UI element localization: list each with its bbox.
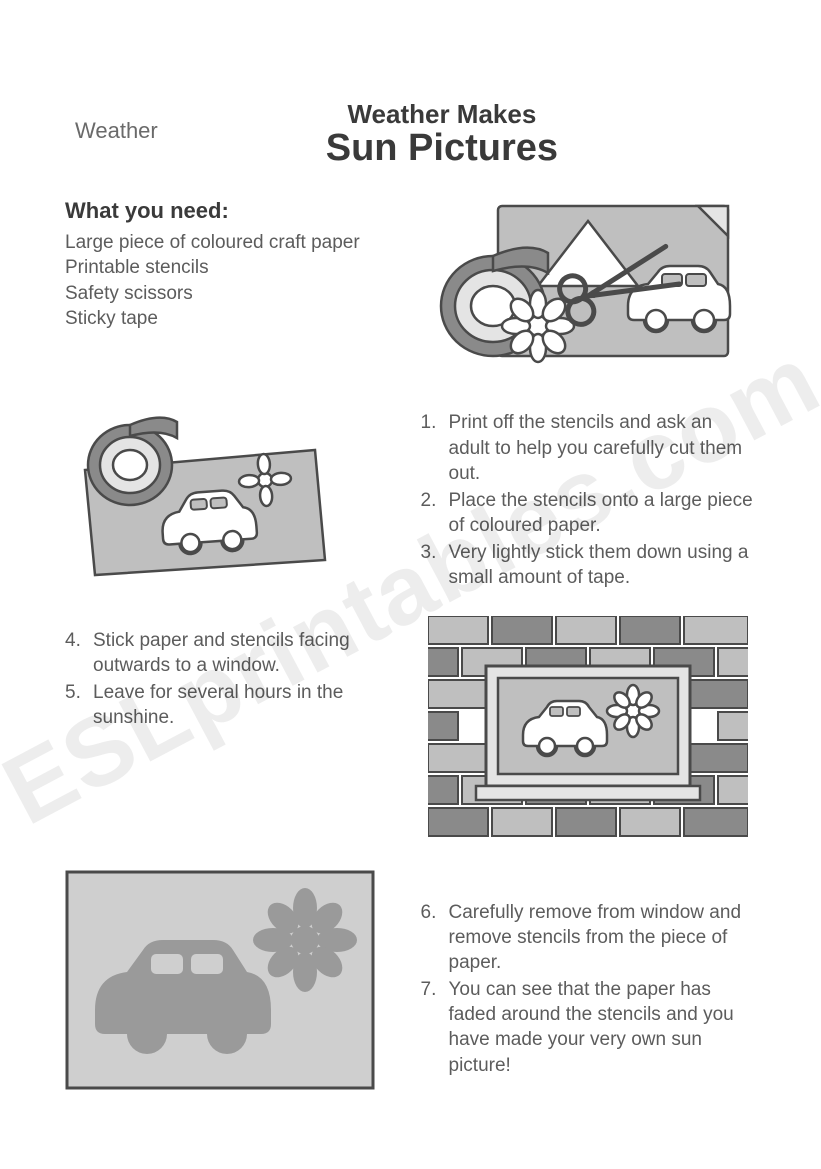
step-item: 1.Print off the stencils and ask an adul… — [421, 410, 757, 485]
row-needs: What you need: Large piece of coloured c… — [65, 196, 756, 386]
step-text: Carefully remove from window and remove … — [449, 900, 757, 975]
header: Weather Weather Makes Sun Pictures — [65, 100, 756, 168]
illustration-supplies — [421, 196, 757, 386]
needs-heading: What you need: — [65, 196, 401, 225]
title-block: Weather Makes Sun Pictures — [128, 100, 756, 168]
step-number: 2. — [421, 488, 443, 538]
illustration-window — [421, 616, 757, 846]
title-line1: Weather Makes — [128, 100, 756, 129]
step-number: 1. — [421, 410, 443, 485]
step-item: 3.Very lightly stick them down using a s… — [421, 540, 757, 590]
steps-1-3: 1.Print off the stencils and ask an adul… — [421, 410, 757, 592]
result-icon — [65, 870, 375, 1090]
step-number: 5. — [65, 680, 87, 730]
supplies-icon — [428, 196, 748, 386]
title-line2: Sun Pictures — [128, 129, 756, 169]
need-item: Safety scissors — [65, 281, 401, 307]
step-text: Leave for several hours in the sunshine. — [93, 680, 401, 730]
row-steps-4-5: 4.Stick paper and stencils facing outwar… — [65, 616, 756, 846]
step-number: 7. — [421, 977, 443, 1077]
step-number: 3. — [421, 540, 443, 590]
need-item: Sticky tape — [65, 306, 401, 332]
row-steps-6-7: 6.Carefully remove from window and remov… — [65, 870, 756, 1090]
steps-4-5: 4.Stick paper and stencils facing outwar… — [65, 616, 401, 732]
steps-6-7: 6.Carefully remove from window and remov… — [421, 870, 757, 1080]
step-item: 4.Stick paper and stencils facing outwar… — [65, 628, 401, 678]
needs-block: What you need: Large piece of coloured c… — [65, 196, 401, 332]
step-text: Stick paper and stencils facing outwards… — [93, 628, 401, 678]
step-text: Very lightly stick them down using a sma… — [449, 540, 757, 590]
step-item: 7.You can see that the paper has faded a… — [421, 977, 757, 1077]
illustration-result — [65, 870, 401, 1090]
step-item: 2.Place the stencils onto a large piece … — [421, 488, 757, 538]
step-item: 5.Leave for several hours in the sunshin… — [65, 680, 401, 730]
step-item: 6.Carefully remove from window and remov… — [421, 900, 757, 975]
step-text: You can see that the paper has faded aro… — [449, 977, 757, 1077]
illustration-layout — [65, 410, 401, 580]
need-item: Printable stencils — [65, 255, 401, 281]
window-icon — [428, 616, 748, 846]
step-number: 4. — [65, 628, 87, 678]
step-text: Print off the stencils and ask an adult … — [449, 410, 757, 485]
step-number: 6. — [421, 900, 443, 975]
need-item: Large piece of coloured craft paper — [65, 230, 401, 256]
layout-icon — [65, 410, 345, 580]
step-text: Place the stencils onto a large piece of… — [449, 488, 757, 538]
row-steps-1-3: 1.Print off the stencils and ask an adul… — [65, 410, 756, 592]
